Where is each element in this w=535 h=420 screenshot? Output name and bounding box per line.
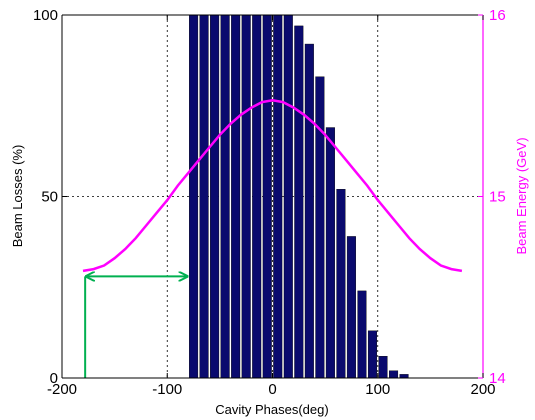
loss-bar: [241, 15, 251, 378]
loss-bar: [283, 15, 293, 378]
x-tick-label: 0: [268, 381, 276, 398]
x-tick-label: 100: [365, 381, 390, 398]
y-tick-label: 0: [50, 370, 58, 387]
x-tick-label: 200: [470, 381, 495, 398]
x-tick-label: -100: [152, 381, 182, 398]
loss-bar: [325, 127, 335, 378]
loss-bar: [336, 189, 346, 378]
x-tick-label: -200: [47, 381, 77, 398]
y2-tick-label: 14: [489, 370, 506, 387]
loss-bar: [367, 330, 378, 378]
loss-bar: [189, 15, 199, 378]
loss-bar: [273, 15, 283, 378]
y2-tick-label: 15: [489, 189, 506, 206]
loss-bar: [399, 374, 409, 378]
loss-bar: [262, 15, 272, 378]
loss-bar: [315, 76, 325, 378]
grid: [62, 15, 483, 378]
loss-bar: [357, 290, 367, 378]
axis-ticks: -200 -100 0 100 200 0 50 100 14 15 16: [33, 7, 506, 398]
y-tick-label: 50: [41, 189, 58, 206]
y2-axis-title: Beam Energy (GeV): [514, 137, 529, 254]
loss-bar: [378, 356, 388, 378]
y2-tick-label: 16: [489, 7, 506, 24]
loss-bar: [252, 15, 262, 378]
loss-bar: [199, 15, 209, 378]
loss-bar: [294, 25, 304, 378]
y-tick-label: 100: [33, 7, 58, 24]
loss-bar: [304, 43, 314, 378]
beam-losses-bars: [189, 15, 409, 378]
loss-bar: [389, 370, 399, 378]
loss-bar: [231, 15, 241, 378]
beam-energy-curve: [82, 99, 463, 273]
y-axis-title: Beam Losses (%): [10, 145, 25, 248]
x-axis-title: Cavity Phases(deg): [215, 402, 328, 417]
loss-bar: [210, 15, 220, 378]
loss-bar: [346, 236, 356, 378]
loss-bar: [220, 15, 230, 378]
